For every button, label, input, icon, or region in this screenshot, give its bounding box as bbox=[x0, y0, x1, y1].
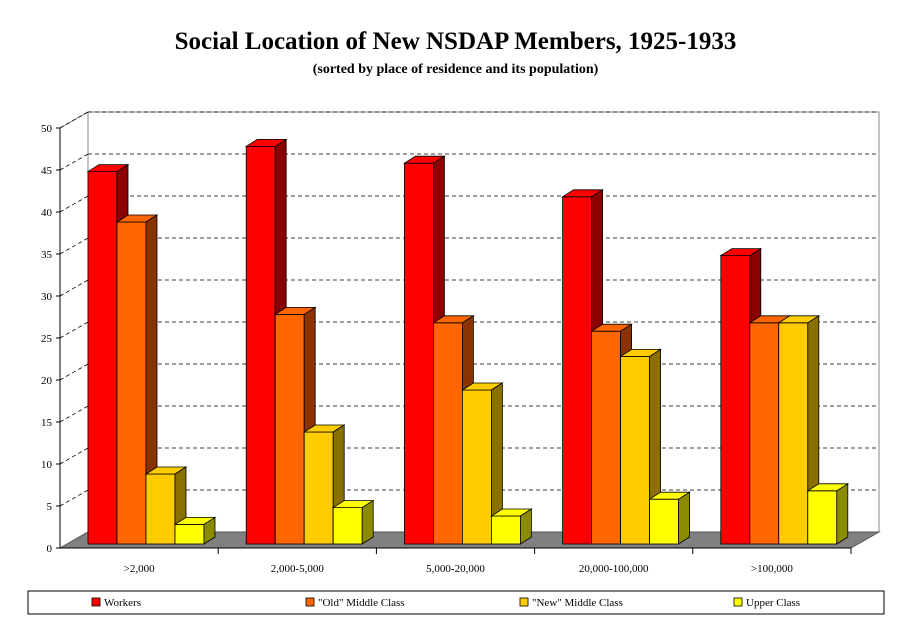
bar-side bbox=[836, 483, 849, 545]
chart-subtitle: (sorted by place of residence and its po… bbox=[312, 62, 599, 77]
bar-front bbox=[490, 515, 521, 545]
bar-front bbox=[87, 171, 118, 545]
bar-front bbox=[720, 255, 751, 545]
bar-front bbox=[461, 389, 492, 545]
bar-front bbox=[432, 322, 463, 545]
y-tick-label: 0 bbox=[47, 543, 53, 555]
y-tick-label: 30 bbox=[41, 291, 53, 303]
bar-side bbox=[361, 499, 374, 545]
gridline-side bbox=[59, 195, 89, 213]
bar-front bbox=[562, 196, 592, 545]
gridline-side bbox=[59, 405, 89, 423]
legend-label: "New" Middle Class bbox=[532, 597, 623, 609]
y-tick-label: 15 bbox=[41, 417, 53, 429]
x-tick-label: 20,000-100,000 bbox=[579, 563, 649, 575]
x-tick-label: >100,000 bbox=[751, 563, 793, 575]
bar-front bbox=[116, 221, 147, 545]
bar-front bbox=[145, 473, 176, 545]
bar bbox=[331, 499, 375, 545]
y-tick-label: 25 bbox=[41, 333, 53, 345]
bar-side bbox=[520, 508, 532, 545]
y-tick-label: 50 bbox=[41, 123, 53, 135]
bar-front bbox=[749, 322, 780, 545]
x-tick-label: >2,000 bbox=[124, 563, 155, 575]
legend-label: "Old" Middle Class bbox=[318, 597, 405, 609]
gridline-side bbox=[59, 153, 89, 171]
bar-front bbox=[620, 355, 650, 545]
legend-swatch bbox=[519, 597, 529, 607]
chart-title: Social Location of New NSDAP Members, 19… bbox=[174, 28, 737, 55]
bar-side bbox=[203, 516, 216, 545]
gridline-side bbox=[59, 111, 89, 129]
gridline-side bbox=[59, 237, 89, 255]
bar bbox=[648, 491, 691, 545]
gridline-side bbox=[59, 447, 89, 465]
bar-front bbox=[591, 330, 621, 545]
gridline-side bbox=[59, 489, 89, 507]
gridline-side bbox=[59, 279, 89, 297]
bar-side bbox=[678, 491, 690, 545]
bar bbox=[173, 516, 217, 545]
y-tick-label: 10 bbox=[41, 459, 53, 471]
bar-front bbox=[649, 498, 679, 545]
bar-front bbox=[245, 145, 276, 545]
bar bbox=[777, 315, 821, 545]
bar-front bbox=[403, 162, 434, 545]
bar bbox=[806, 483, 850, 545]
y-tick-label: 5 bbox=[47, 501, 53, 513]
x-tick-label: 2,000-5,000 bbox=[271, 563, 325, 575]
y-tick-label: 20 bbox=[41, 375, 53, 387]
bar-front bbox=[332, 507, 363, 545]
bar bbox=[115, 214, 159, 545]
legend-label: Upper Class bbox=[746, 597, 800, 609]
y-tick-label: 40 bbox=[41, 207, 53, 219]
bar-front bbox=[174, 524, 205, 545]
legend-label: Workers bbox=[104, 597, 141, 609]
bar bbox=[490, 508, 533, 545]
legend-box bbox=[27, 590, 885, 615]
y-tick-label: 35 bbox=[41, 249, 53, 261]
bar-front bbox=[778, 322, 809, 545]
bar-front bbox=[303, 431, 334, 545]
y-tick-label: 45 bbox=[41, 165, 53, 177]
x-tick-label: 5,000-20,000 bbox=[426, 563, 485, 575]
bar-front bbox=[807, 490, 838, 545]
gridline-side bbox=[59, 321, 89, 339]
gridline-side bbox=[59, 363, 89, 381]
legend-swatch bbox=[733, 597, 743, 607]
bar-front bbox=[274, 313, 305, 545]
legend-swatch bbox=[305, 597, 315, 607]
legend-swatch bbox=[91, 597, 101, 607]
bar bbox=[461, 382, 504, 545]
